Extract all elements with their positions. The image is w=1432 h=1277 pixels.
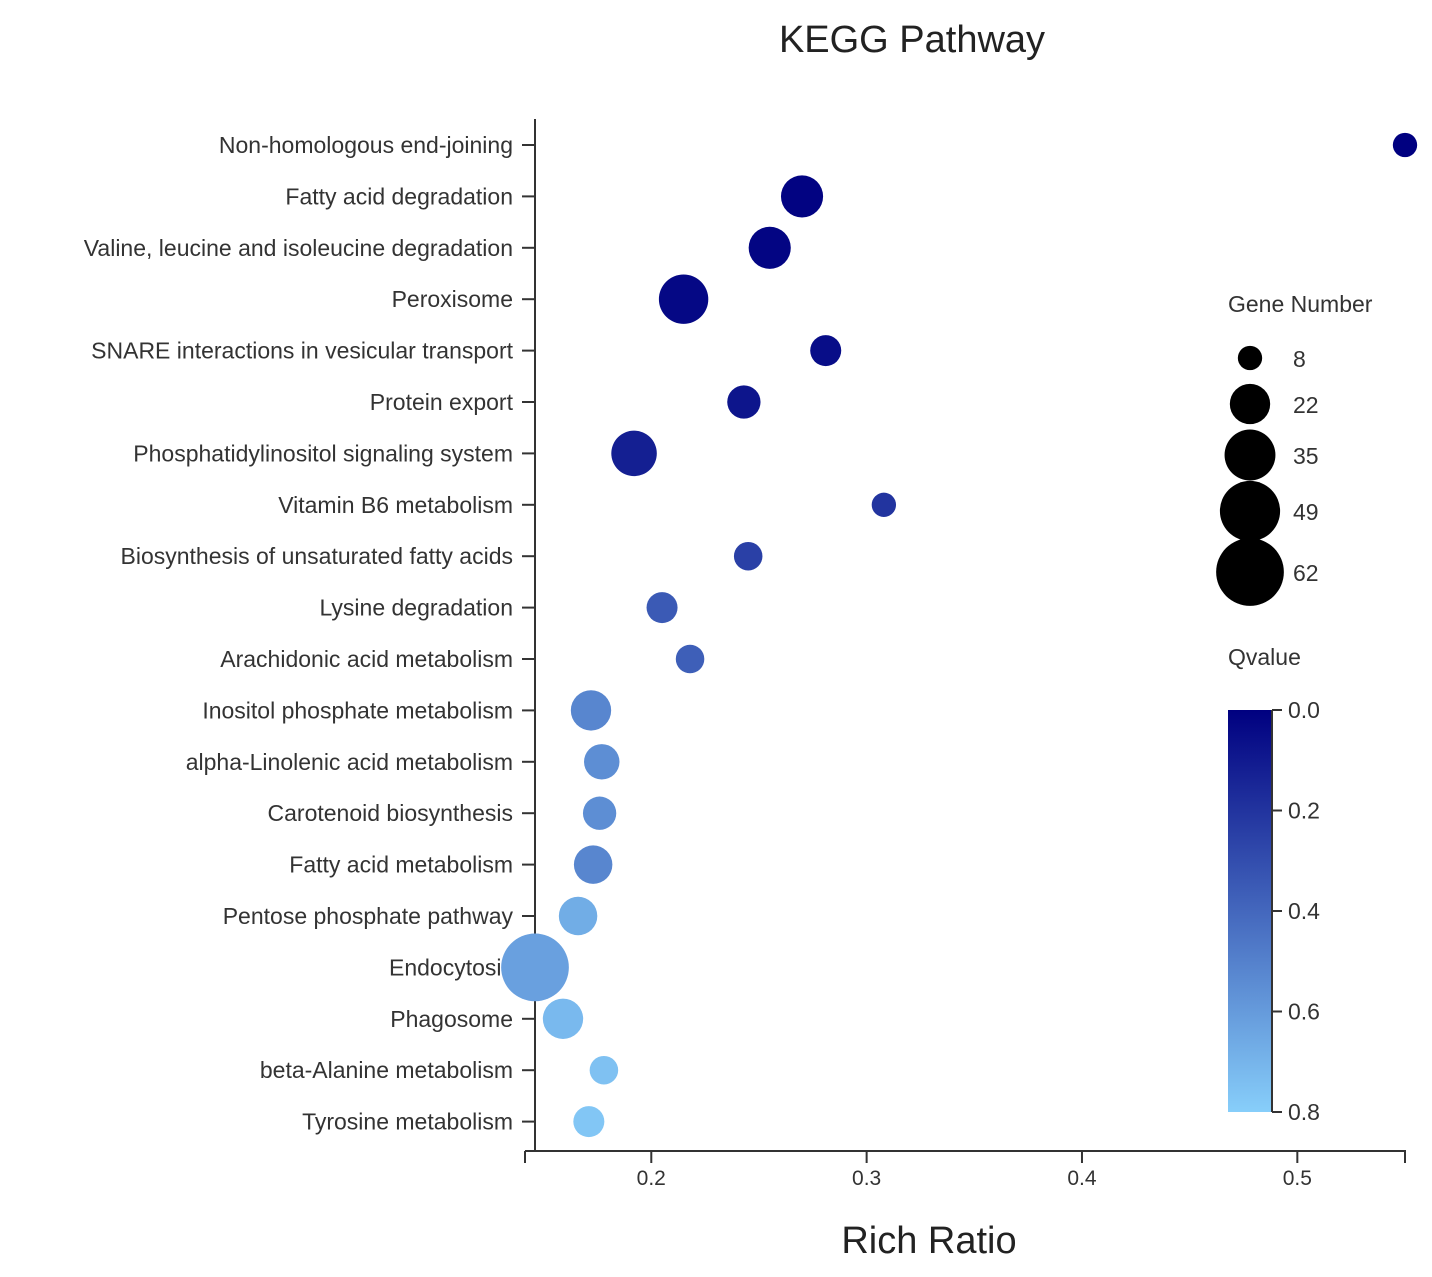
y-tick-label: Carotenoid biosynthesis <box>268 800 513 826</box>
size-legend-title: Gene Number <box>1228 291 1373 317</box>
qvalue-color-bar <box>1228 710 1272 1112</box>
size-legend-symbol <box>1237 345 1263 371</box>
y-tick-label: Tyrosine metabolism <box>302 1109 513 1135</box>
bubble-series <box>501 132 1418 1138</box>
y-tick-label: Endocytosis <box>389 954 513 980</box>
y-tick-label: Fatty acid degradation <box>285 183 513 209</box>
data-point <box>733 541 763 571</box>
y-tick-label: Peroxisome <box>392 286 513 312</box>
y-tick-label: Pentose phosphate pathway <box>223 903 514 929</box>
size-legend-label: 49 <box>1293 499 1319 525</box>
data-point <box>570 690 612 731</box>
data-point <box>542 998 584 1039</box>
data-point <box>658 274 709 324</box>
x-tick-label: 0.2 <box>637 1167 666 1190</box>
y-tick-label: Lysine degradation <box>319 595 513 621</box>
x-axis-title: Rich Ratio <box>841 1220 1016 1262</box>
y-tick-label: Biosynthesis of unsaturated fatty acids <box>121 543 514 569</box>
color-legend-tick-label: 0.0 <box>1288 697 1320 723</box>
y-tick-label: Vitamin B6 metabolism <box>278 492 513 518</box>
color-legend: Qvalue 0.0 0.2 0.4 0.6 0.8 <box>1228 644 1320 1125</box>
chart-title: KEGG Pathway <box>779 19 1045 61</box>
data-point <box>727 385 761 419</box>
size-legend-symbol <box>1224 429 1276 481</box>
size-legend-label: 22 <box>1293 392 1319 418</box>
size-legend-label: 35 <box>1293 443 1319 469</box>
y-tick-label: Inositol phosphate metabolism <box>202 697 513 723</box>
x-tick-group: 0.2 0.3 0.4 0.5 <box>524 1151 1406 1190</box>
y-tick-label: Arachidonic acid metabolism <box>220 646 513 672</box>
data-point <box>558 896 598 936</box>
x-tick-label: 0.3 <box>852 1167 881 1190</box>
x-tick-label: 0.5 <box>1283 1167 1312 1190</box>
y-tick-label: Phagosome <box>390 1006 513 1032</box>
data-point <box>871 492 897 517</box>
data-point <box>748 226 791 269</box>
data-point <box>780 175 824 218</box>
x-tick-label: 0.4 <box>1067 1167 1097 1190</box>
y-tick-group: Non-homologous end-joining Fatty acid deg… <box>84 132 535 1135</box>
y-tick-label: Valine, leucine and isoleucine degradati… <box>84 235 513 261</box>
y-tick-label: beta-Alanine metabolism <box>260 1057 513 1083</box>
y-tick-label: SNARE interactions in vesicular transpor… <box>91 338 513 364</box>
size-legend-label: 8 <box>1293 346 1306 372</box>
size-legend-label: 62 <box>1293 560 1319 586</box>
data-point <box>675 644 705 674</box>
data-point <box>1392 132 1418 158</box>
color-legend-tick-label: 0.8 <box>1288 1099 1320 1125</box>
color-legend-tick-label: 0.6 <box>1288 999 1320 1025</box>
color-legend-tick-label: 0.2 <box>1288 798 1320 824</box>
data-point <box>501 933 569 1002</box>
data-point <box>582 796 617 830</box>
color-legend-title: Qvalue <box>1228 644 1301 670</box>
color-legend-tick-label: 0.4 <box>1288 898 1320 924</box>
size-legend-symbol <box>1229 383 1271 425</box>
data-point <box>573 845 613 884</box>
data-point <box>810 335 842 367</box>
y-tick-label: Protein export <box>370 389 514 415</box>
y-tick-label: alpha-Linolenic acid metabolism <box>186 749 513 775</box>
data-point <box>646 592 678 624</box>
y-tick-label: Phosphatidylinositol signaling system <box>133 440 513 466</box>
size-legend: Gene Number 8 22 35 49 62 <box>1216 291 1373 606</box>
data-point <box>573 1106 605 1138</box>
data-point <box>611 430 657 477</box>
y-tick-label: Non-homologous end-joining <box>219 132 513 158</box>
data-point <box>589 1055 619 1085</box>
y-tick-label: Fatty acid metabolism <box>289 852 513 878</box>
size-legend-symbol <box>1216 538 1284 606</box>
size-legend-symbol <box>1219 480 1281 542</box>
data-point <box>584 744 620 780</box>
